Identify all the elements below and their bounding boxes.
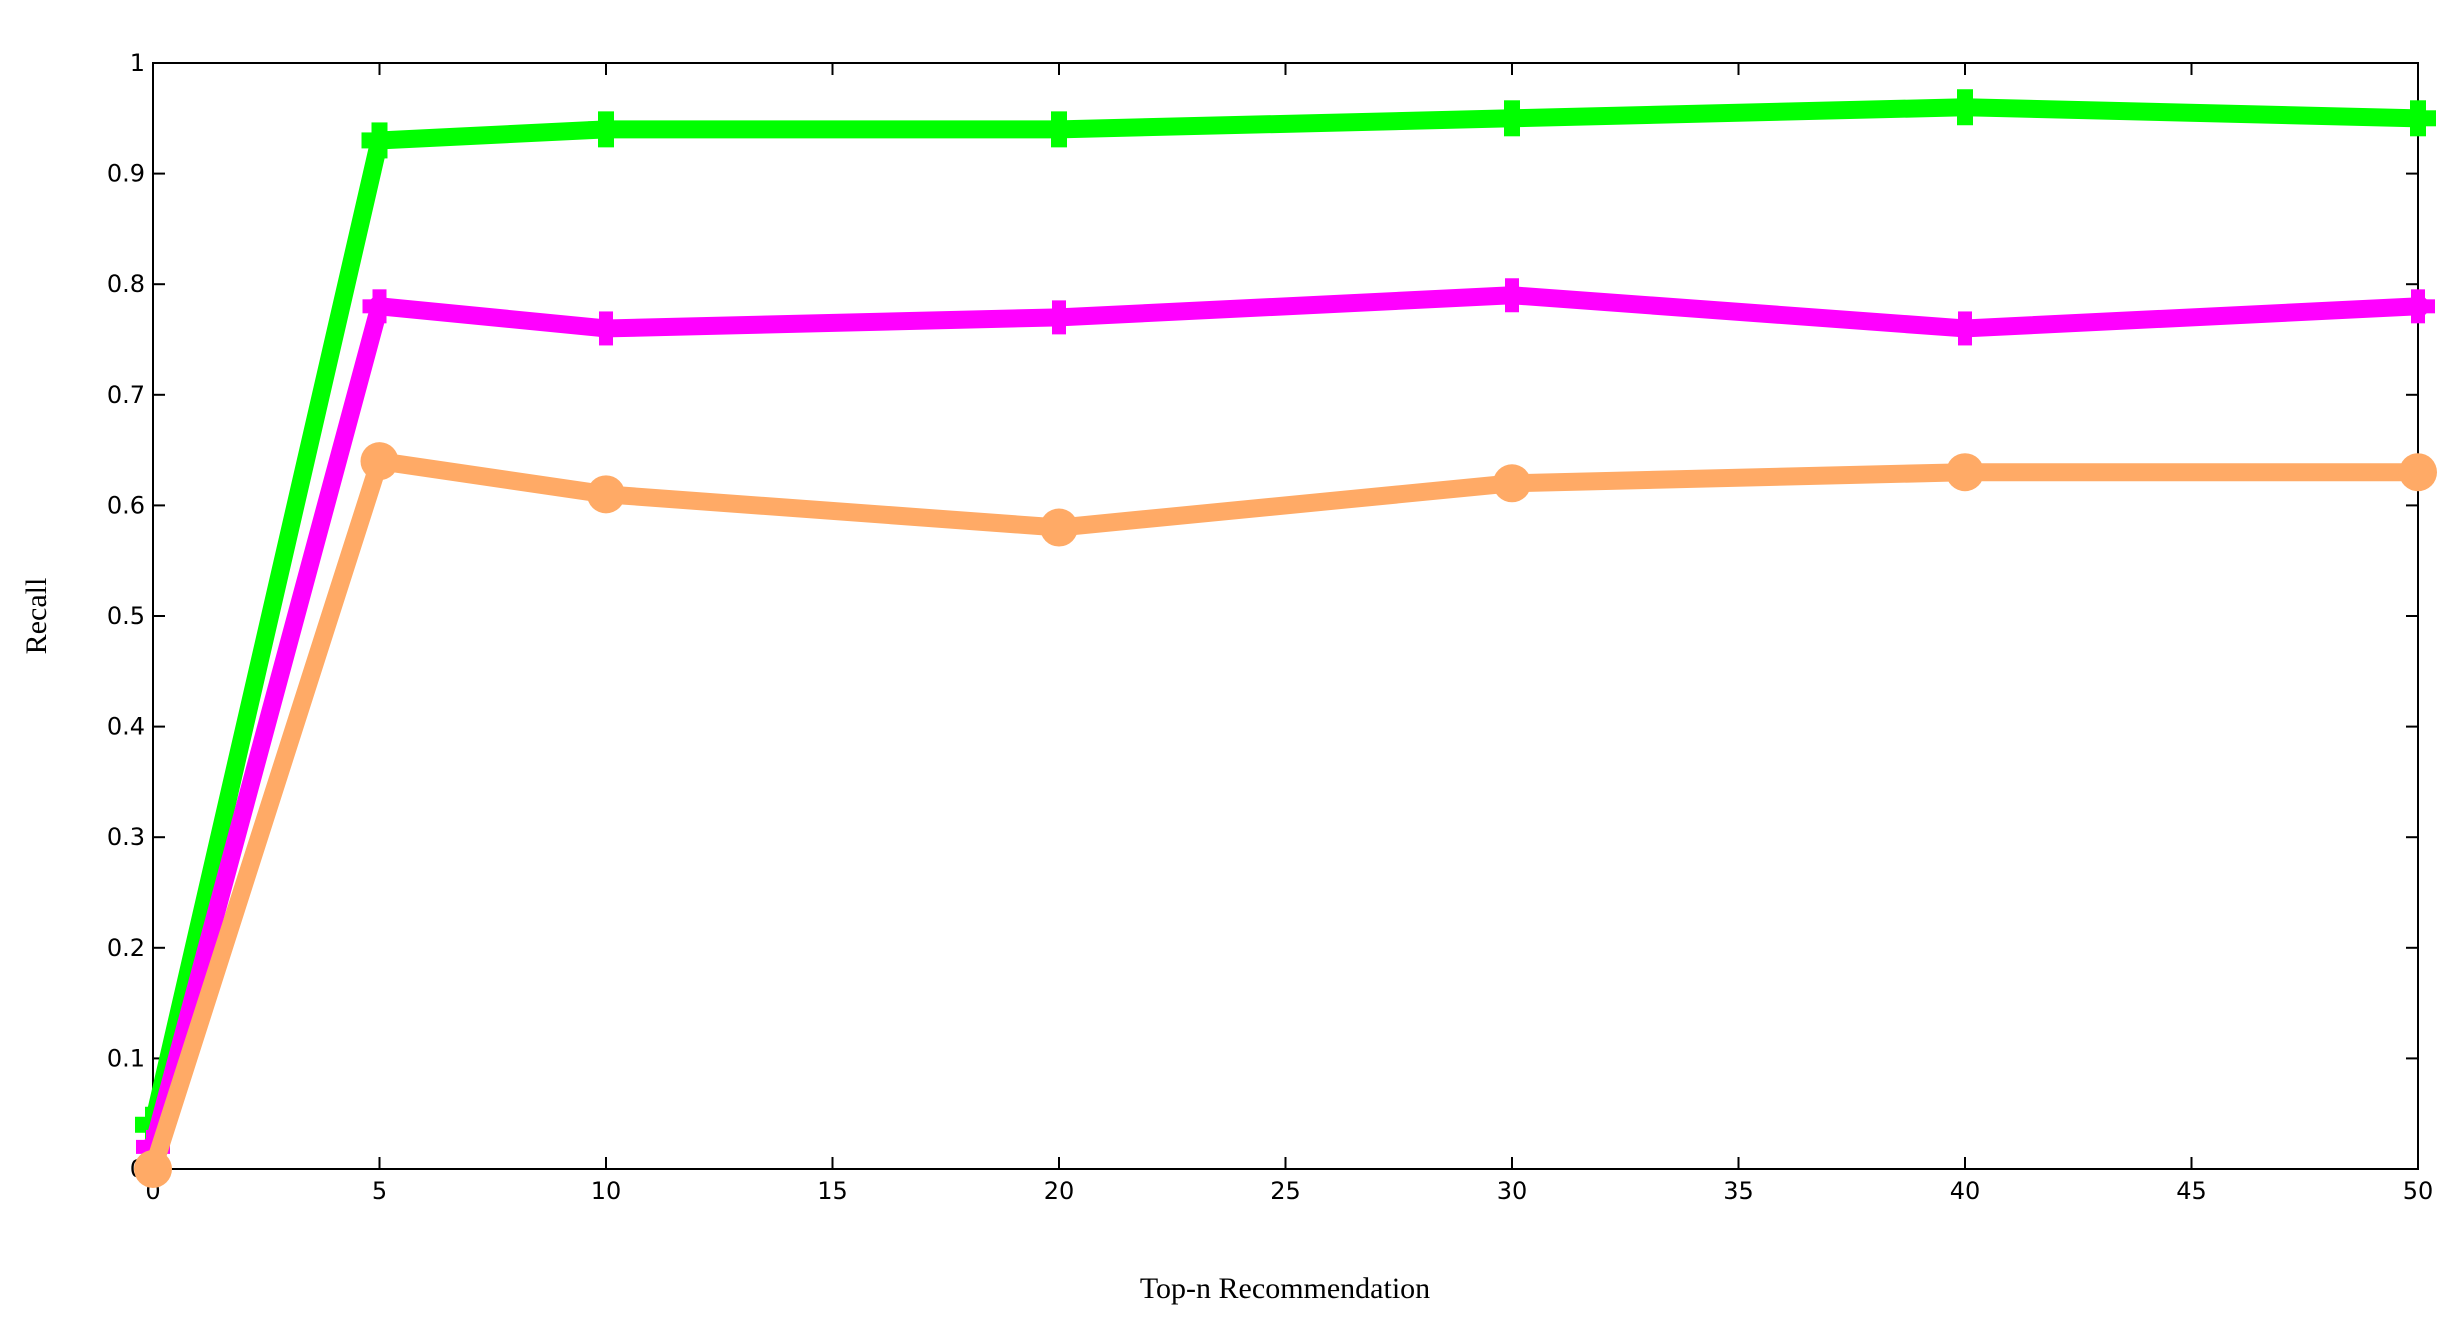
y-tick-label: 0.9 — [107, 160, 145, 188]
x-tick-label: 25 — [1270, 1177, 1301, 1205]
data-point — [362, 289, 397, 324]
data-point — [587, 475, 625, 514]
series-2 — [136, 278, 2435, 1164]
y-tick-label: 0.2 — [107, 934, 145, 962]
data-point — [1946, 453, 1984, 492]
data-point — [2400, 100, 2436, 137]
data-point — [1948, 311, 1982, 346]
data-point — [588, 111, 624, 148]
data-point — [1494, 100, 1530, 137]
y-tick-label: 0.7 — [107, 381, 145, 409]
data-point — [1040, 508, 1078, 547]
data-point — [361, 122, 398, 159]
y-axis-title: Recall — [20, 578, 53, 655]
data-point — [2399, 453, 2437, 492]
data-point — [589, 311, 623, 346]
series-1 — [135, 89, 2436, 1143]
y-tick-label: 0.4 — [107, 713, 145, 741]
y-tick-label: 0.8 — [107, 270, 145, 298]
x-tick-label: 15 — [817, 1177, 848, 1205]
y-tick-label: 0.1 — [107, 1044, 145, 1072]
x-axis-title: Top-n Recommendation — [1140, 1272, 1430, 1305]
y-tick-label: 0.3 — [107, 823, 145, 851]
data-point — [1947, 89, 1983, 126]
x-tick-label: 10 — [591, 1177, 622, 1205]
x-tick-label: 5 — [372, 1177, 387, 1205]
ticks-layer: 0510152025303540455000.10.20.30.40.50.60… — [107, 49, 2433, 1205]
x-tick-label: 45 — [2176, 1177, 2207, 1205]
data-point — [2401, 289, 2435, 324]
plot-area — [152, 62, 2419, 1170]
data-point — [1042, 300, 1076, 335]
series-layer — [134, 89, 2437, 1188]
series-3 — [134, 442, 2437, 1188]
data-point — [1495, 278, 1529, 313]
x-tick-label: 35 — [1723, 1177, 1754, 1205]
data-point — [1041, 111, 1077, 148]
x-tick-label: 20 — [1044, 1177, 1075, 1205]
y-tick-label: 0.5 — [107, 602, 145, 630]
data-point — [360, 442, 399, 481]
data-point — [1493, 464, 1531, 503]
y-tick-label: 0.6 — [107, 491, 145, 519]
x-tick-label: 40 — [1950, 1177, 1981, 1205]
x-tick-label: 30 — [1497, 1177, 1528, 1205]
data-point — [134, 1150, 172, 1188]
y-tick-label: 1 — [130, 49, 145, 77]
x-tick-label: 50 — [2403, 1177, 2434, 1205]
